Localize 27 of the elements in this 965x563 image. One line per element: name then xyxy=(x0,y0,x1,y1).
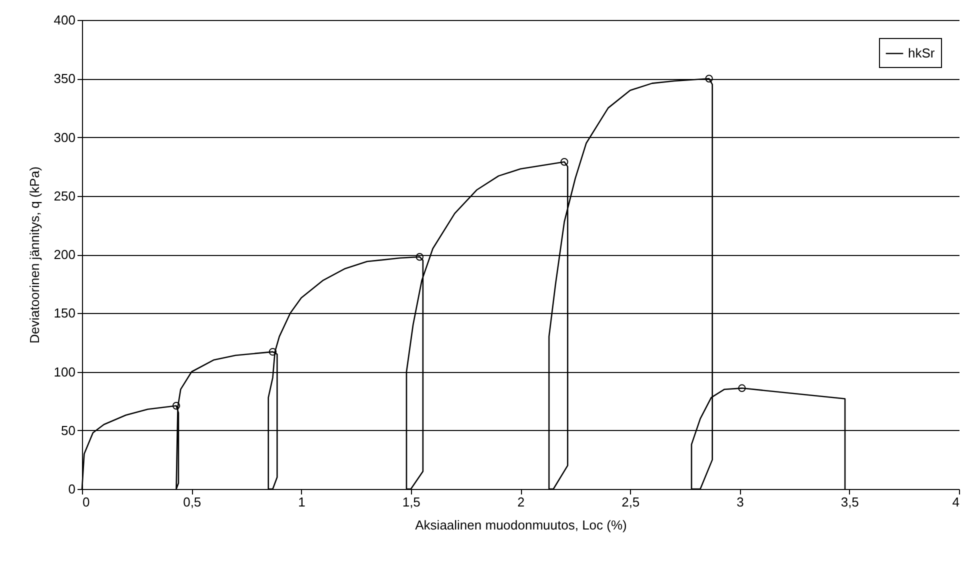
x-tick-label: 1 xyxy=(298,494,306,510)
x-tick-label: 0,5 xyxy=(183,494,202,510)
y-tick-label: 300 xyxy=(54,130,76,145)
y-tick-label: 50 xyxy=(61,422,76,438)
y-tick-label: 350 xyxy=(54,71,76,86)
x-tick-label: 4 xyxy=(952,494,960,510)
point xyxy=(738,384,746,392)
point xyxy=(268,348,277,356)
y-tick-label: 400 xyxy=(54,12,76,28)
x-tick-label: 3,5 xyxy=(840,494,859,510)
x-tick-label: 1,5 xyxy=(402,494,420,510)
x-tick-label: 0 xyxy=(82,494,90,510)
y-axis-title: Deviatoorinen jännitys, q (kPa) xyxy=(26,166,42,344)
point xyxy=(560,158,568,166)
point xyxy=(172,402,180,410)
y-tick-label: 250 xyxy=(54,188,76,204)
point xyxy=(705,74,713,82)
point xyxy=(416,253,424,261)
x-tick-label: 3 xyxy=(736,494,744,510)
x-tick-label: 2 xyxy=(517,494,525,510)
legend-label: hkSr xyxy=(908,46,936,60)
y-tick-label: 150 xyxy=(54,306,76,321)
y-tick-label: 100 xyxy=(54,364,76,380)
y-tick-label: 200 xyxy=(54,247,76,262)
y-tick-label: 0 xyxy=(68,482,76,496)
x-axis-title: Aksiaalinen muodonmuutos, Loc (%) xyxy=(415,518,627,532)
x-tick-label: 2,5 xyxy=(622,494,640,510)
